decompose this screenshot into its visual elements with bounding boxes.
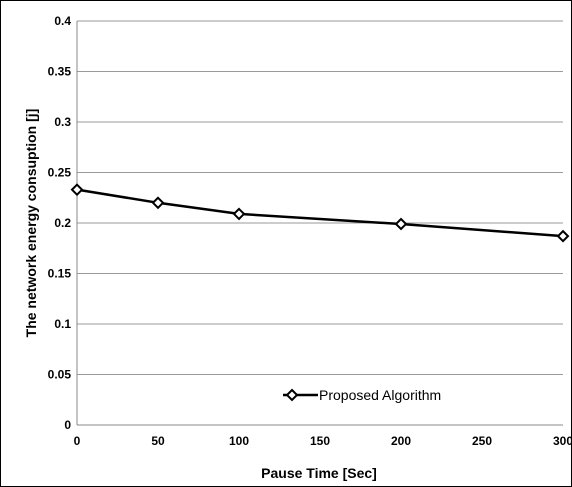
y-tick-label: 0 [64, 418, 71, 432]
series-group [70, 183, 570, 243]
x-tick-label: 100 [229, 434, 249, 448]
y-axis-title: The network energy consuption [j] [23, 109, 39, 338]
x-tick-label: 250 [472, 434, 492, 448]
x-tick-label: 150 [310, 434, 330, 448]
data-point-marker [394, 217, 408, 231]
y-tick-label: 0.15 [48, 267, 72, 281]
data-point-marker [232, 207, 246, 221]
y-tick-label: 0.1 [54, 317, 71, 331]
y-tick-label: 0.05 [48, 368, 72, 382]
series-line [76, 188, 564, 238]
x-tick-label: 300 [553, 434, 571, 448]
data-point-marker [151, 196, 165, 210]
y-tick-label: 0.35 [48, 65, 72, 79]
data-point-marker [556, 229, 570, 243]
y-tick-label: 0.2 [54, 216, 71, 230]
x-tick-label: 0 [74, 434, 81, 448]
axes [76, 21, 563, 426]
x-axis-title: Pause Time [Sec] [261, 465, 377, 481]
legend-diamond-marker [285, 388, 299, 402]
x-tick-label: 50 [151, 434, 165, 448]
legend-label: Proposed Algorithm [319, 387, 441, 403]
y-tick-labels: 0 0.05 0.1 0.15 0.2 0.25 0.3 0.35 0.4 [48, 14, 72, 432]
legend: Proposed Algorithm [283, 387, 441, 403]
y-tick-label: 0.25 [48, 166, 72, 180]
x-tick-label: 200 [391, 434, 411, 448]
grid-lines [77, 20, 563, 375]
data-point-marker [70, 183, 84, 197]
x-tick-labels: 0 50 100 150 200 250 300 [74, 434, 571, 448]
y-tick-label: 0.3 [54, 115, 71, 129]
y-tick-label: 0.4 [54, 14, 71, 28]
